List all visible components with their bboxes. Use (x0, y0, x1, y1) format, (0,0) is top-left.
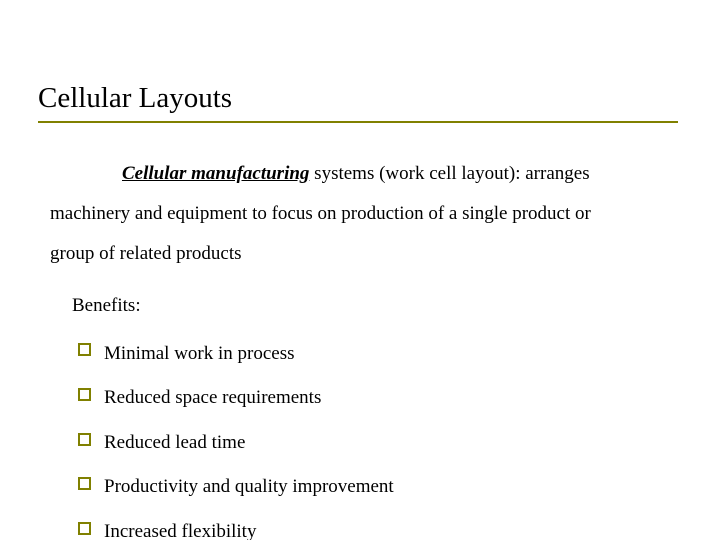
list-item-label: Reduced space requirements (104, 387, 321, 408)
definition-rest-1: systems (work cell layout): arranges (309, 163, 589, 184)
definition-term: Cellular manufacturing (122, 163, 309, 184)
body-area: Cellular manufacturing systems (work cel… (50, 154, 670, 540)
definition-line-2: machinery and equipment to focus on prod… (50, 194, 670, 234)
title-underline (38, 121, 678, 123)
square-bullet-icon (78, 522, 91, 535)
list-item-label: Reduced lead time (104, 432, 245, 453)
slide: Cellular Layouts Cellular manufacturing … (0, 0, 720, 540)
list-item-label: Minimal work in process (104, 343, 295, 364)
list-item: Reduced lead time (78, 421, 670, 466)
list-item: Minimal work in process (78, 332, 670, 377)
square-bullet-icon (78, 433, 91, 446)
definition-line-1: Cellular manufacturing systems (work cel… (50, 154, 670, 194)
square-bullet-icon (78, 343, 91, 356)
list-item-label: Productivity and quality improvement (104, 476, 394, 497)
square-bullet-icon (78, 388, 91, 401)
title-area: Cellular Layouts (38, 82, 678, 123)
benefits-label: Benefits: (72, 286, 670, 326)
definition-line-3: group of related products (50, 234, 670, 274)
list-item-label: Increased flexibility (104, 521, 256, 540)
list-item: Increased flexibility (78, 510, 670, 540)
slide-title: Cellular Layouts (38, 82, 678, 115)
benefits-list: Minimal work in process Reduced space re… (78, 332, 670, 540)
square-bullet-icon (78, 477, 91, 490)
list-item: Reduced space requirements (78, 376, 670, 421)
list-item: Productivity and quality improvement (78, 465, 670, 510)
